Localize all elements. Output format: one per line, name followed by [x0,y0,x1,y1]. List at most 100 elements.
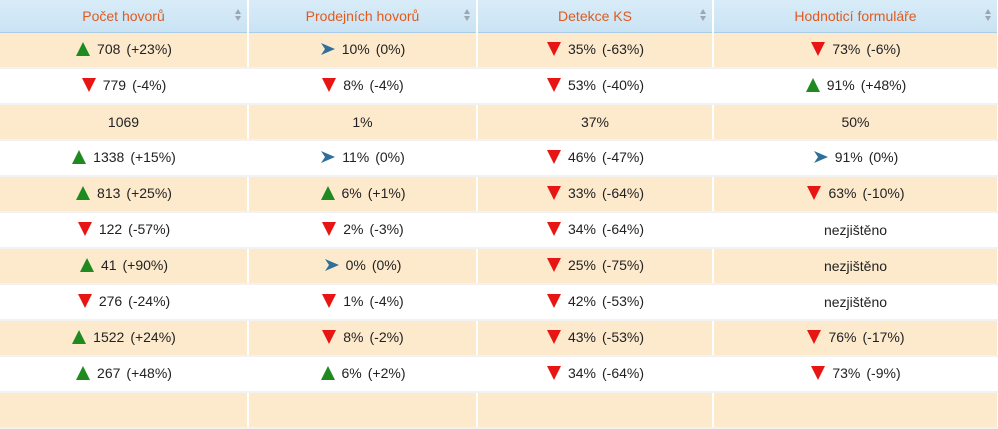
table-row: 1069 1% 37% 50% [0,104,998,141]
cell-change: (-63%) [602,40,645,57]
cell-content: 73% (-6%) [810,41,901,57]
cell-content: 35% (-63%) [546,41,644,57]
arrow-down-icon [546,149,562,165]
arrow-down-icon [546,293,562,309]
column-header-label: Detekce KS [558,8,632,24]
sort-icon[interactable] [235,9,241,23]
table-cell: 276 (-24%) [0,284,249,321]
cell-content: 42% (-53%) [546,293,644,309]
cell-change: (0%) [375,40,406,57]
cell-change: (-24%) [128,292,171,309]
arrow-down-icon [77,293,93,309]
cell-value: 276 [98,292,123,309]
sort-icon[interactable] [985,9,991,23]
cell-value: nezjištěno [823,222,888,238]
table-cell: 11% (0%) [248,140,478,177]
column-header-label: Počet hovorů [82,8,165,24]
table-cell: 50% [713,104,998,141]
cell-change: (-4%) [132,76,167,93]
arrow-right-icon [320,41,336,57]
arrow-up-icon [75,185,91,201]
arrow-up-icon [71,329,87,345]
cell-value: 37% [580,114,610,130]
table-cell: 6% (+2%) [248,356,478,393]
cell-content: 1069 [108,114,139,130]
cell-value: 11% [342,148,370,165]
cell-value: 10% [341,40,370,57]
arrow-up-icon [75,365,91,381]
table-row: 1338 (+15%) 11% (0%) 46% (-47%) 91% (0%) [0,140,998,177]
table-cell: 2% (-3%) [248,212,478,249]
cell-content: 41 (+90%) [79,257,168,273]
table-cell: nezjištěno [713,284,998,321]
cell-value: nezjištěno [823,258,888,274]
cell-content: 33% (-64%) [546,185,644,201]
cell-content: 267 (+48%) [75,365,172,381]
cell-value: 122 [98,220,123,237]
cell-change: (-57%) [128,220,171,237]
sort-icon[interactable] [464,9,470,23]
cell-content: 34% (-64%) [546,221,644,237]
arrow-down-icon [546,41,562,57]
cell-content: 813 (+25%) [75,185,172,201]
cell-content: 0% (0%) [324,256,402,273]
table-cell: 813 (+25%) [0,176,249,213]
cell-content: 76% (-17%) [806,328,905,345]
cell-value: 0% [345,256,366,273]
cell-content: 37% [581,114,609,130]
cell-content: 708 (+23%) [75,41,172,57]
column-header-pocet-hovoru[interactable]: Počet hovorů [0,0,249,33]
table-cell: 46% (-47%) [477,140,714,177]
cell-content: 1338 (+15%) [71,149,176,165]
cell-value: 76% [828,328,857,345]
header-row: Počet hovorů Prodejních hovorů Detekce K… [0,0,998,33]
cell-value: 1069 [107,114,140,130]
column-header-prodejnich-hovoru[interactable]: Prodejních hovorů [248,0,478,33]
arrow-up-icon [71,149,87,165]
cell-change: (+2%) [367,364,406,381]
arrow-down-icon [810,41,826,57]
column-header-hodnotici-formulare[interactable]: Hodnoticí formuláře [713,0,998,33]
cell-change: (-17%) [862,328,905,345]
table-cell: 1069 [0,104,249,141]
table-row: 41 (+90%) 0% (0%) 25% (-75%) nezjištěno [0,248,998,285]
table-row: 708 (+23%) 10% (0%) 35% (-63%) 73% (-6%) [0,32,998,69]
table-cell: 8% (-2%) [248,320,478,357]
cell-content: 46% (-47%) [546,149,644,165]
table-cell [0,392,249,429]
table-cell: 37% [477,104,714,141]
cell-change: (+1%) [367,184,406,201]
cell-value: 43% [567,328,596,345]
arrow-down-icon [546,329,562,345]
cell-change: (+48%) [860,76,907,93]
cell-value: 1% [343,292,364,309]
arrow-down-icon [546,77,562,93]
cell-value: 34% [567,364,596,381]
arrow-up-icon [805,77,821,93]
sort-icon[interactable] [700,9,706,23]
table-row: 267 (+48%) 6% (+2%) 34% (-64%) 73% (-9%) [0,356,998,393]
arrow-down-icon [546,221,562,237]
cell-value: 6% [341,184,362,201]
cell-content: nezjištěno [824,258,887,274]
arrow-up-icon [79,257,95,273]
cell-change: (+23%) [126,40,172,57]
cell-value: 35% [567,40,596,57]
cell-change: (-47%) [602,148,645,165]
table-cell: 42% (-53%) [477,284,714,321]
cell-value: 91% [826,76,855,93]
table-cell: 73% (-9%) [713,356,998,393]
cell-change: (-4%) [369,76,404,93]
cell-value: 813 [97,184,121,201]
table-cell: 267 (+48%) [0,356,249,393]
table-cell: 43% (-53%) [477,320,714,357]
table-cell: 35% (-63%) [477,32,714,69]
column-header-detekce-ks[interactable]: Detekce KS [477,0,714,33]
arrow-up-icon [75,41,91,57]
cell-value: 2% [343,220,364,237]
cell-change: (0%) [371,256,402,273]
cell-value: 1% [352,114,373,130]
cell-change: (-4%) [369,292,404,309]
column-header-label: Prodejních hovorů [305,8,420,24]
cell-value: nezjištěno [823,294,888,310]
